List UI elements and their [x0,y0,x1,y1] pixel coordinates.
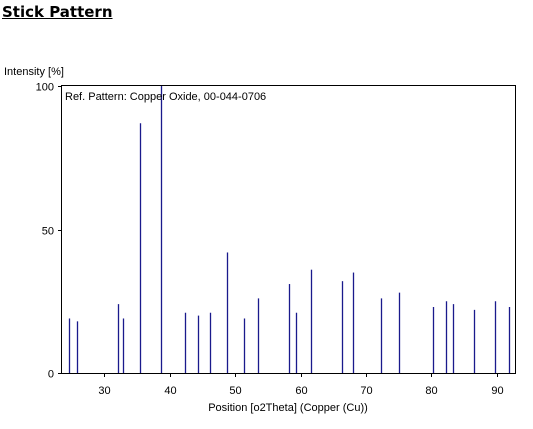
x-tick-label: 70 [360,385,372,397]
y-axis-label: Intensity [%] [4,66,64,78]
x-tick-label: 40 [164,385,176,397]
y-tick-label: 50 [42,226,54,238]
x-tick-label: 60 [295,385,307,397]
x-axis-ticks: 30 40 50 60 70 80 90 [98,373,504,397]
x-tick-label: 80 [425,385,437,397]
x-tick-label: 90 [491,385,503,397]
chart-annotation: Ref. Pattern: Copper Oxide, 00-044-0706 [65,91,266,103]
y-tick-label: 100 [36,82,54,94]
x-tick-label: 30 [98,385,110,397]
y-axis-ticks: 0 50 100 [36,82,62,381]
stick-series [68,86,511,373]
x-axis-label: Position [o2Theta] (Copper (Cu)) [208,402,368,414]
x-tick-label: 50 [229,385,241,397]
y-tick-label: 0 [48,369,54,381]
page-title: Stick Pattern [2,3,113,21]
plot-frame [61,85,516,374]
